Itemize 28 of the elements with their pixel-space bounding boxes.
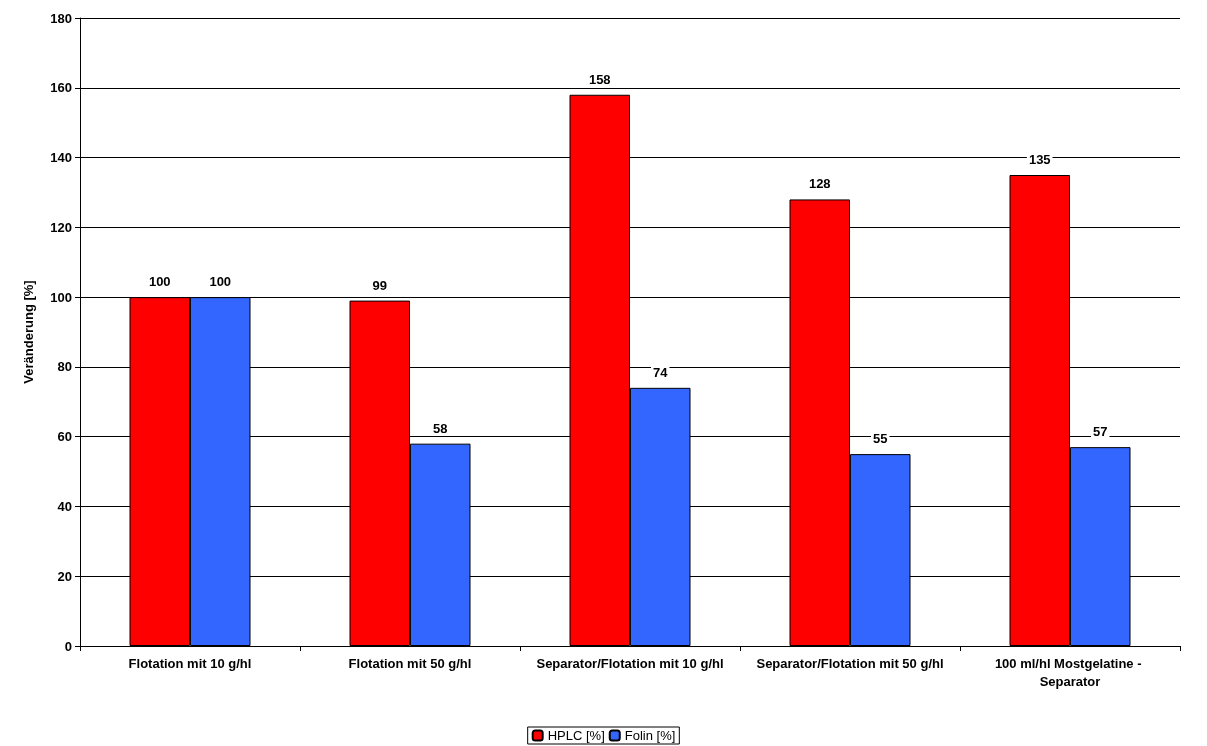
y-tick-label: 0 (64, 638, 72, 654)
data-label: 135 (1028, 152, 1051, 167)
y-tick-label: 140 (50, 150, 72, 166)
x-tick-label: Flotation mit 10 g/hl (128, 655, 252, 671)
x-tick-label: 100 ml/hl Mostgelatine - Separator (994, 655, 1146, 689)
y-tick-label: 20 (57, 568, 72, 584)
y-axis-title: Veränderung [%] (21, 280, 36, 384)
y-tick-label: 100 (50, 289, 72, 305)
x-tick-label: Separator/Flotation mit 50 g/hl (756, 655, 944, 671)
y-tick-label: 80 (57, 359, 72, 375)
data-label: 99 (372, 277, 387, 293)
y-tick-label: 40 (57, 498, 72, 514)
y-tick-label: 180 (50, 10, 72, 26)
y-tick-label: 60 (57, 429, 72, 445)
y-tick-label: 120 (50, 219, 72, 235)
x-tick-label: Flotation mit 50 g/hl (348, 655, 472, 671)
data-label: 158 (588, 71, 611, 87)
data-label: 58 (433, 420, 448, 436)
data-label: 100 (148, 274, 171, 290)
data-label: 128 (808, 176, 831, 192)
data-label: 100 (209, 274, 232, 290)
legend-label: HPLC [%] (547, 728, 605, 743)
data-label: 57 (1093, 424, 1108, 440)
data-label: 55 (873, 431, 888, 447)
data-label: 74 (653, 364, 669, 380)
legend-label: Folin [%] (624, 728, 676, 743)
x-tick-label: Separator/Flotation mit 10 g/hl (536, 655, 724, 671)
y-tick-label: 160 (50, 80, 72, 96)
